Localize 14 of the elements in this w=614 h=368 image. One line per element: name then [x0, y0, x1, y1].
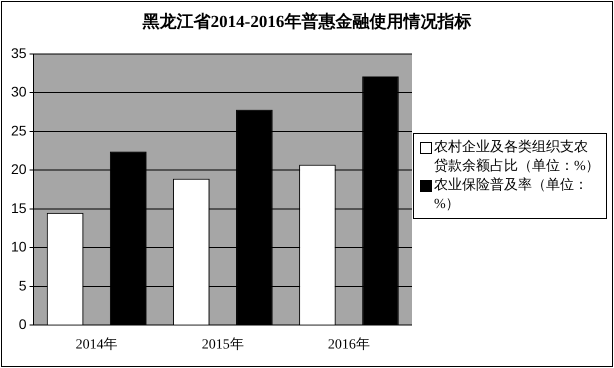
legend-label: 农业保险普及率（单位：%）	[434, 176, 589, 214]
y-tick-label: 35	[10, 44, 27, 61]
y-tick-label: 10	[10, 238, 27, 255]
x-tick-label: 2014年	[76, 336, 118, 352]
x-tick-label: 2016年	[328, 336, 370, 352]
legend-label: 农村企业及各类组织支农贷款余额占比（单位：%）	[434, 138, 600, 176]
y-tick-label: 30	[10, 84, 27, 100]
chart-title: 黑龙江省2014-2016年普惠金融使用情况指标	[142, 11, 472, 33]
y-tick-label: 15	[10, 200, 27, 216]
y-tick-label: 25	[10, 122, 27, 138]
y-tick-label: 20	[10, 161, 27, 178]
y-tick-label: 0	[18, 316, 27, 332]
x-tick-label: 2015年	[202, 336, 244, 352]
y-tick-label: 5	[18, 277, 27, 294]
